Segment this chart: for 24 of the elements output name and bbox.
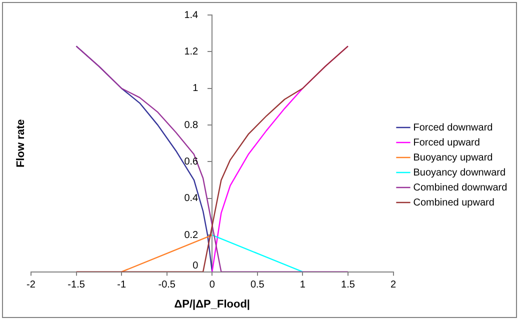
- x-tick-label: -0.5: [158, 280, 176, 291]
- y-tick-label: 1.4: [184, 10, 199, 21]
- x-tick-label: 0: [209, 280, 216, 291]
- legend-label: Forced downward: [413, 122, 493, 134]
- y-tick-label: 0.4: [184, 193, 199, 204]
- y-axis-title: Flow rate: [15, 119, 28, 168]
- y-tick-label: 1.2: [184, 46, 199, 58]
- x-tick-label: -2: [26, 280, 36, 291]
- y-tick-label: 0.2: [184, 230, 199, 241]
- legend-label: Buoyancy upward: [413, 152, 493, 164]
- x-tick-label: 1: [300, 280, 306, 291]
- y-tick-label: 1: [192, 83, 199, 94]
- y-tick-label: 0.8: [184, 120, 199, 131]
- legend-label: Forced upward: [413, 137, 480, 148]
- legend-label: Combined upward: [413, 197, 494, 208]
- y-tick-label: 0: [192, 260, 199, 272]
- legend-label: Buoyancy downward: [413, 167, 506, 178]
- x-tick-label: 0.5: [250, 280, 265, 291]
- x-tick-label: -1.5: [68, 280, 86, 291]
- x-tick-label: 2: [390, 280, 396, 291]
- x-axis-title: ΔP/|ΔP_Flood|: [174, 298, 250, 310]
- legend-label: Combined downward: [413, 182, 508, 194]
- x-tick-label: -1: [117, 280, 126, 291]
- x-tick-label: 1.5: [341, 280, 356, 291]
